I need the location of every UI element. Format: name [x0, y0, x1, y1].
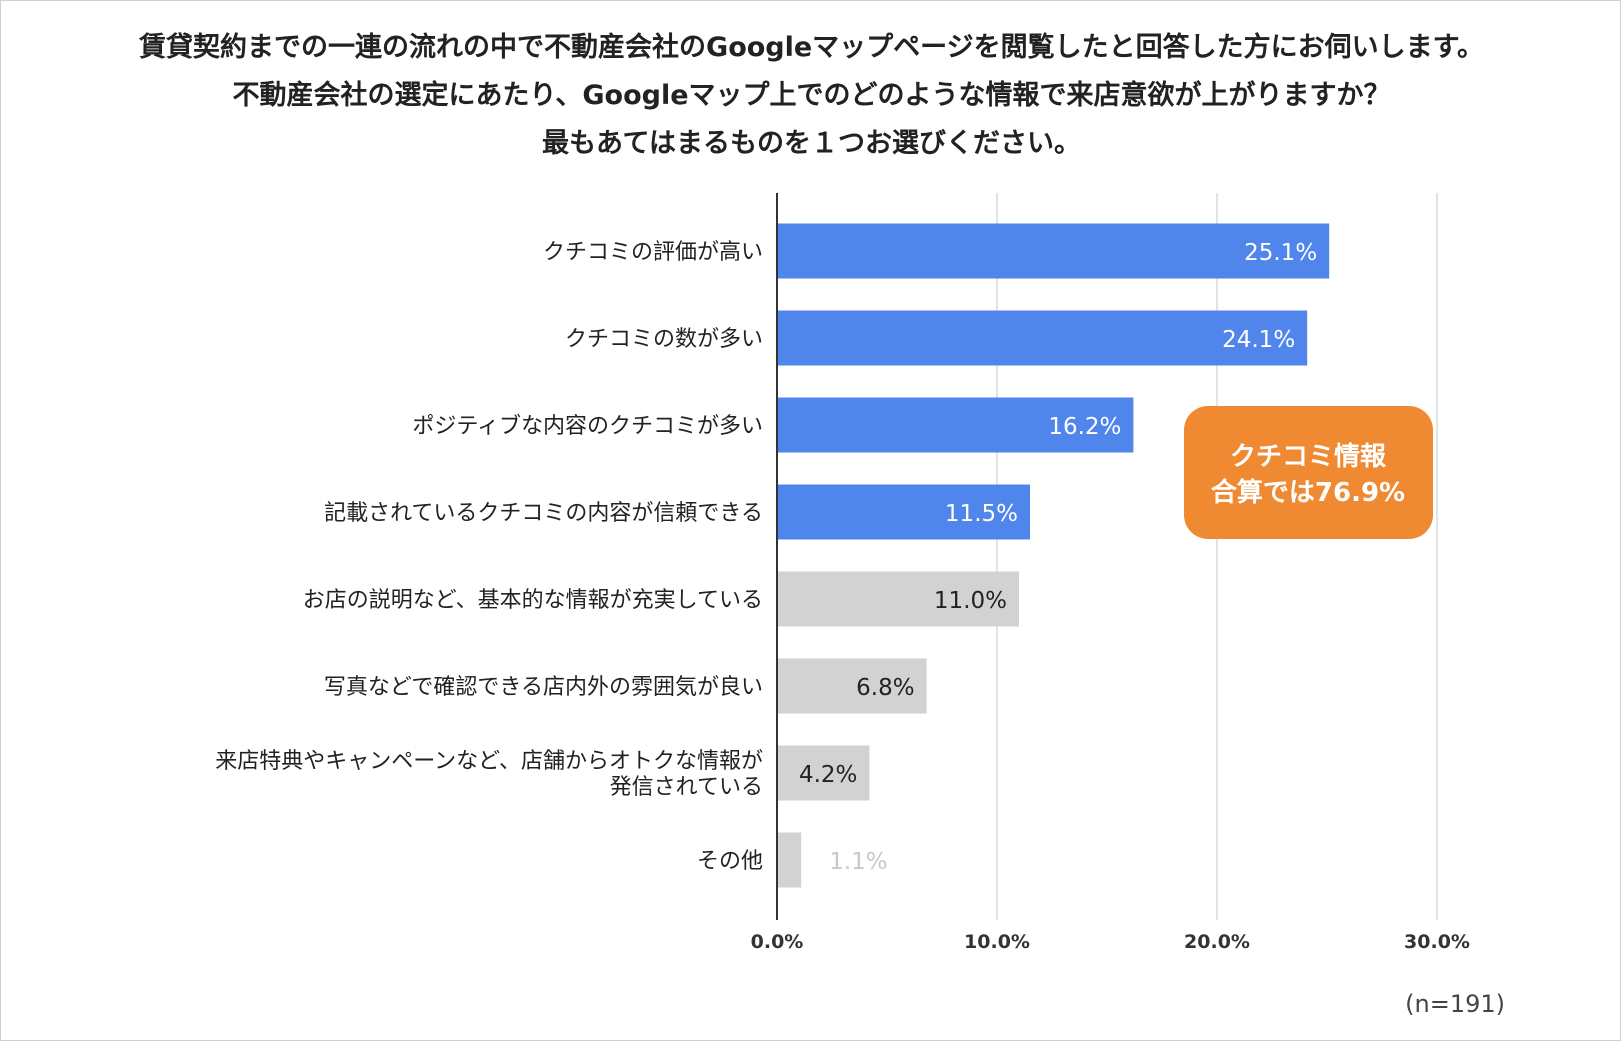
- x-tick-label-0: 0.0%: [751, 931, 804, 953]
- category-label-7: その他: [697, 849, 763, 874]
- bar-1: [777, 310, 1308, 366]
- chart-title-line-2: 不動産会社の選定にあたり、Googleマップ上でのどのような情報で来店意欲が上が…: [232, 80, 1391, 111]
- chart-title: 賃貸契約までの一連の流れの中で不動産会社のGoogleマップページを閲覧したと回…: [0, 24, 1623, 168]
- category-label-5: 写真などで確認できる店内外の雰囲気が良い: [324, 675, 763, 700]
- annotation-line-0: クチコミ情報: [1230, 442, 1387, 472]
- category-label-4: お店の説明など、基本的な情報が充実している: [303, 588, 763, 613]
- category-label-0: クチコミの評価が高い: [543, 240, 763, 265]
- value-label-2: 16.2%: [1048, 414, 1121, 440]
- chart-title-line-3: 最もあてはまるものを１つお選びください。: [542, 128, 1081, 159]
- bar-6: [777, 745, 870, 801]
- category-label-6-line-1: 発信されている: [610, 775, 763, 800]
- bar-4: [777, 571, 1019, 627]
- value-label-0: 25.1%: [1244, 240, 1317, 266]
- annotation-box: [1184, 406, 1433, 539]
- annotation-line-1: 合算では76.9%: [1211, 477, 1405, 508]
- x-tick-label-3: 30.0%: [1404, 931, 1470, 953]
- category-label-6-line-0: 来店特典やキャンペーンなど、店舗からオトクな情報が: [215, 749, 763, 774]
- category-label-1: クチコミの数が多い: [565, 327, 763, 352]
- bar-3: [777, 484, 1030, 540]
- chart-title-line-1: 賃貸契約までの一連の流れの中で不動産会社のGoogleマップページを閲覧したと回…: [139, 32, 1484, 63]
- x-tick-label-1: 10.0%: [964, 931, 1030, 953]
- value-label-6: 4.2%: [799, 762, 857, 788]
- category-label-3: 記載されているクチコミの内容が信頼できる: [324, 501, 763, 526]
- bar-2: [777, 397, 1134, 453]
- value-label-3: 11.5%: [945, 501, 1018, 527]
- bar-0: [777, 223, 1330, 279]
- bar-7: [777, 832, 802, 888]
- value-label-1: 24.1%: [1222, 327, 1295, 353]
- value-label-4: 11.0%: [934, 588, 1007, 614]
- category-label-2: ポジティブな内容のクチコミが多い: [412, 414, 763, 439]
- x-tick-label-2: 20.0%: [1184, 931, 1250, 953]
- sample-size-note: (n=191): [1405, 990, 1505, 1018]
- value-label-7: 1.1%: [829, 849, 887, 875]
- bar-5: [777, 658, 927, 714]
- value-label-5: 6.8%: [856, 675, 914, 701]
